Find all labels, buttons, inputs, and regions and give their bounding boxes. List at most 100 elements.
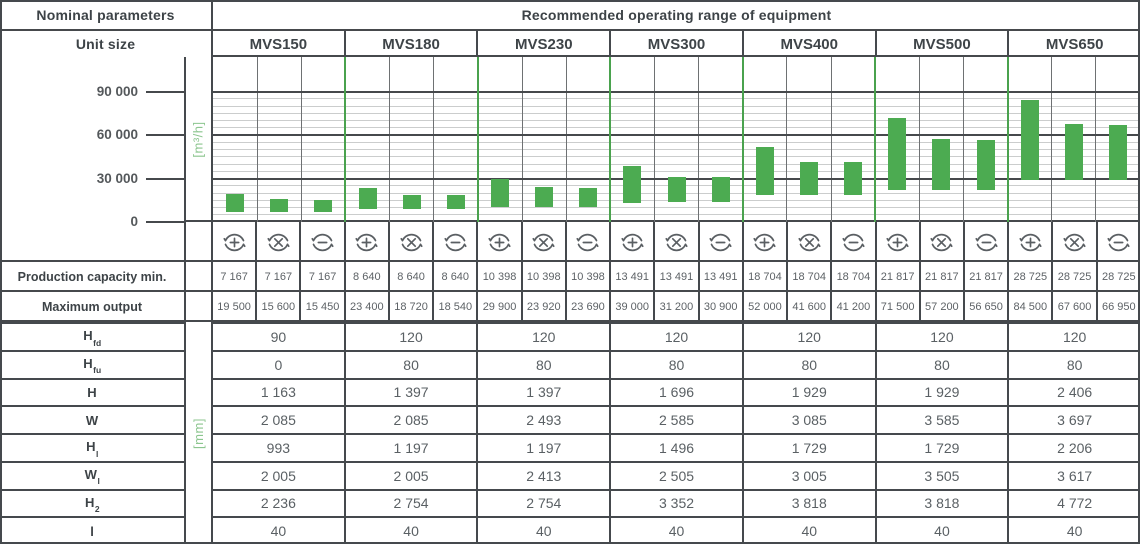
dimension-w-mvs180: 2 085 xyxy=(343,407,477,433)
y-tick-label-30000: 30 000 xyxy=(96,170,138,186)
unit-separator-line xyxy=(344,57,347,222)
production-min-value-mvs400-plus: 18 704 xyxy=(741,262,786,292)
circulation-minus-icon xyxy=(707,229,734,256)
maximum-output-value-mvs150-plus: 19 500 xyxy=(217,301,251,313)
dimension-w-mvs300: 2 585 xyxy=(609,407,742,433)
minor-gridline-35000 xyxy=(213,170,1140,172)
minor-gridline-65000 xyxy=(213,127,1140,129)
production-min-value-mvs300-cross: 13 491 xyxy=(653,262,697,292)
mode-icon-cell-minus xyxy=(432,222,476,262)
dimension-h-mvs650: 2 406 xyxy=(1007,379,1140,406)
maximum-output-value-mvs230-cross: 23 920 xyxy=(520,292,565,322)
circulation-plus-icon xyxy=(486,229,513,256)
maximum-output-value-mvs500-cross: 57 200 xyxy=(918,292,963,322)
dimension-row-values-h: 1 163 1 397 1 397 1 696 1 929 1 929 2 406 xyxy=(213,377,1140,406)
unit-header-mvs500: MVS500 xyxy=(874,31,1008,57)
production-min-value-mvs650-minus: 28 725 xyxy=(1095,262,1140,292)
unit-header-row: MVS150 MVS180 MVS230 MVS300 MVS400 MVS500 MVS6… xyxy=(213,31,1140,57)
mode-icon-cell-plus xyxy=(609,222,653,262)
dimension-row-label-h2: H2 xyxy=(0,488,184,517)
circulation-plus-icon xyxy=(221,229,248,256)
data-area-left-border xyxy=(211,0,213,544)
range-bar-mvs180-minus xyxy=(446,195,465,210)
mode-icon-cell-minus xyxy=(299,222,343,262)
mode-icon-cell-cross xyxy=(520,222,565,262)
mode-icon-cell-cross xyxy=(786,222,830,262)
maximum-output-value-mvs400-plus: 52 000 xyxy=(741,292,786,322)
mode-separator-line xyxy=(1095,57,1097,222)
unit-header-mvs400: MVS400 xyxy=(741,31,875,57)
dimension-wl-mvs150: 2 005 xyxy=(260,467,296,484)
mode-separator-line xyxy=(1051,57,1053,222)
circulation-minus-icon xyxy=(309,229,336,256)
maximum-output-value-mvs230-minus: 23 690 xyxy=(564,292,609,322)
range-bar-mvs400-cross xyxy=(799,161,818,195)
dimension-hl-mvs230: 1 197 xyxy=(476,435,609,461)
circulation-minus-icon xyxy=(574,229,601,256)
production-min-value-mvs230-minus: 10 398 xyxy=(564,262,609,292)
dimension-hfu-mvs400: 80 xyxy=(741,351,875,378)
operating-range-label: Recommended operating range of equipment xyxy=(521,6,832,23)
mode-icon-cell-minus xyxy=(962,222,1007,262)
max-row-bottom-border xyxy=(0,320,1140,322)
dimension-l-mvs230: 40 xyxy=(476,518,609,544)
maximum-output-value-mvs230-plus: 29 900 xyxy=(476,292,520,322)
mode-icon-cell-plus xyxy=(213,222,255,262)
range-bar-mvs500-plus xyxy=(888,118,907,191)
circulation-plus-icon xyxy=(884,229,911,256)
production-min-value-mvs150-minus: 7 167 xyxy=(299,262,343,292)
major-gridline-90000 xyxy=(213,90,1140,93)
dimension-row-values-hl: 993 1 197 1 197 1 496 1 729 1 729 2 206 xyxy=(213,433,1140,461)
maximum-output-value-mvs180-minus: 18 540 xyxy=(432,292,476,322)
dimension-hl-mvs180: 1 197 xyxy=(343,435,477,461)
mode-separator-line xyxy=(786,57,788,222)
dimension-h2-mvs300: 3 352 xyxy=(609,490,742,517)
range-bar-mvs230-cross xyxy=(535,187,554,207)
dimension-hfu-mvs500: 80 xyxy=(874,351,1008,378)
production-capacity-min-label: Production capacity min. xyxy=(17,270,167,284)
range-bar-mvs230-plus xyxy=(490,178,509,207)
circulation-cross-icon xyxy=(265,229,292,256)
unit-separator-line xyxy=(874,57,877,222)
operating-range-chart xyxy=(0,57,1140,222)
maximum-output-value-mvs650-minus: 66 950 xyxy=(1095,292,1140,322)
maximum-output-value-mvs650-plus: 84 500 xyxy=(1007,292,1051,322)
flow-unit-label: [m³/h] xyxy=(191,121,207,158)
dimension-h-mvs150: 1 163 xyxy=(260,384,296,401)
unit-separator-line xyxy=(1006,57,1009,222)
mode-icon-cell-minus xyxy=(830,222,874,262)
dimension-h2-mvs150: 2 236 xyxy=(260,495,296,512)
unit-header-mvs180: MVS180 xyxy=(343,31,477,57)
maximum-output-value-mvs150-cross: 15 600 xyxy=(255,292,299,322)
dimension-h-mvs300: 1 696 xyxy=(609,379,742,406)
major-gridline-60000 xyxy=(213,134,1140,136)
dimension-h2-mvs230: 2 754 xyxy=(476,490,609,517)
minor-gridline-50000 xyxy=(213,149,1140,150)
dimension-h-mvs400: 1 929 xyxy=(741,379,875,406)
dimension-row-label-h: H xyxy=(0,377,184,406)
dimension-row-values-w: 2 085 2 085 2 493 2 585 3 085 3 585 3 697 xyxy=(213,405,1140,433)
mode-separator-line xyxy=(256,57,258,222)
unit-header-mvs150: MVS150 xyxy=(249,35,308,53)
dimension-hfd-mvs300: 120 xyxy=(609,324,742,350)
dimension-hfd-mvs230: 120 xyxy=(476,324,609,350)
production-min-value-mvs400-minus: 18 704 xyxy=(830,262,874,292)
mode-separator-line xyxy=(918,57,920,222)
maximum-output-value-mvs650-cross: 67 600 xyxy=(1051,292,1095,322)
dimension-l-mvs180: 40 xyxy=(343,518,477,544)
range-bar-mvs650-cross xyxy=(1064,124,1083,181)
production-min-value-mvs400-cross: 18 704 xyxy=(786,262,830,292)
nominal-parameters-header: Nominal parameters xyxy=(0,0,211,29)
nominal-parameters-label: Nominal parameters xyxy=(36,6,175,23)
dimension-hfd-mvs400: 120 xyxy=(741,324,875,350)
dimension-w-mvs500: 3 585 xyxy=(874,407,1008,433)
dimension-row-label-w: W xyxy=(0,405,184,433)
minor-gridline-5000 xyxy=(213,214,1140,216)
y-tick-line-60000 xyxy=(146,134,184,136)
circulation-minus-icon xyxy=(973,229,1000,256)
dimension-wl-mvs400: 3 005 xyxy=(741,462,875,489)
dimension-hfu-mvs180: 80 xyxy=(343,351,477,378)
mode-separator-line xyxy=(962,57,964,222)
production-min-value-mvs180-plus: 8 640 xyxy=(343,262,388,292)
mode-separator-line xyxy=(389,57,391,222)
